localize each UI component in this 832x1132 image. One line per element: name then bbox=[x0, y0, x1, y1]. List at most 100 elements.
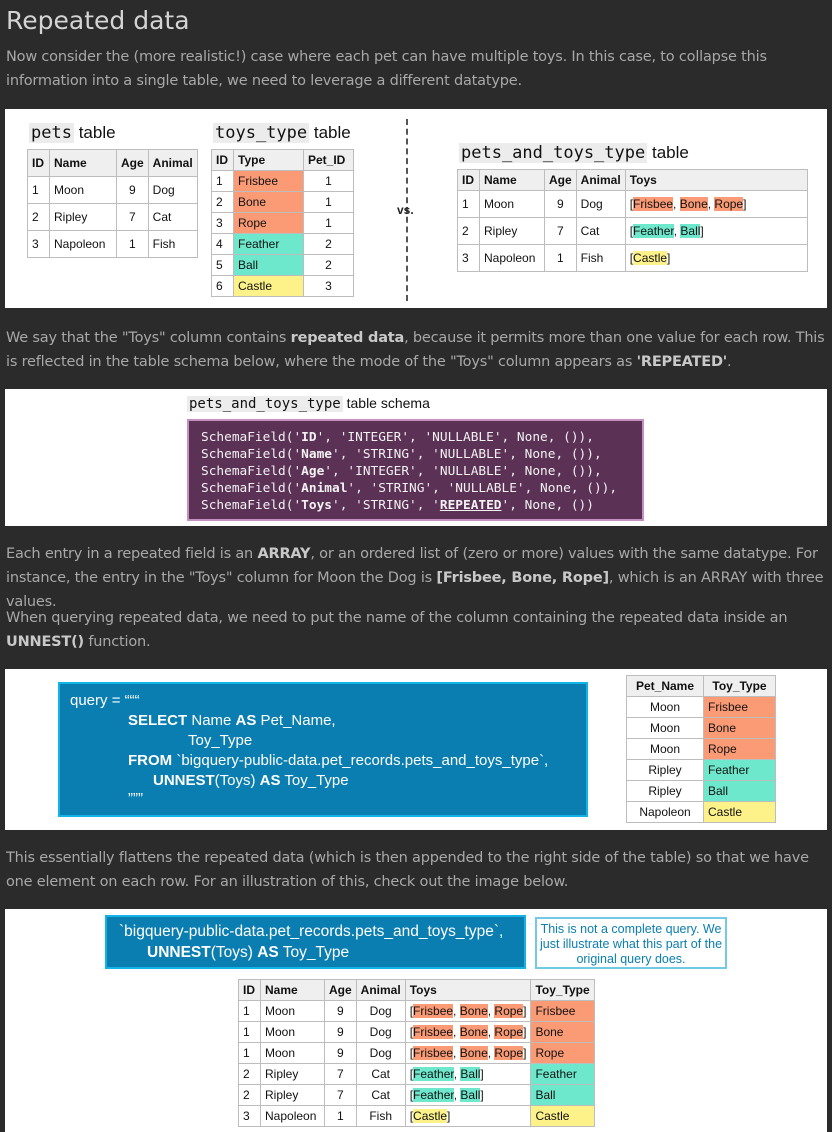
table-cell: Bone bbox=[233, 191, 304, 213]
column-header: Age bbox=[324, 979, 357, 1001]
schema-field-line: SchemaField('ID', 'INTEGER', 'NULLABLE',… bbox=[201, 430, 594, 445]
table-row: 3 Rope 1 bbox=[211, 212, 354, 234]
flattened-table: ID Name Age Animal Toys Toy_Type 1 Moon 9 Dog [Fri… bbox=[238, 979, 595, 1127]
query-line-3: Toy_Type bbox=[188, 732, 253, 749]
table-cell: Moon bbox=[260, 1021, 325, 1043]
table-cell: 1 bbox=[238, 1042, 261, 1064]
table-cell: Cat bbox=[575, 217, 626, 245]
column-header: Pet_ID bbox=[303, 149, 354, 171]
table-row: 1 Moon 9 Dog [Frisbee, Bone, Rope] bbox=[457, 190, 808, 218]
table-cell: Dog bbox=[355, 1021, 406, 1043]
table-cell: Fish bbox=[147, 230, 198, 258]
column-header: Type bbox=[233, 149, 304, 171]
flatten-paragraph: This essentially flattens the repeated d… bbox=[6, 850, 809, 890]
toy-value: Feather bbox=[413, 1088, 454, 1102]
incomplete-query-note: This is not a complete query. We just il… bbox=[535, 917, 727, 969]
table-row: 2 Ripley 7 Cat [Feather, Ball] bbox=[457, 217, 808, 245]
table-row: 1 Moon 9 Dog [Frisbee, Bone, Rope] Bone bbox=[238, 1021, 595, 1043]
array-paragraph: Each entry in a repeated field is an ARR… bbox=[6, 546, 824, 610]
schema-code-block: SchemaField('ID', 'INTEGER', 'NULLABLE',… bbox=[187, 419, 644, 521]
table-row: Moon Rope bbox=[626, 738, 776, 760]
table-cell: Feather bbox=[703, 759, 776, 781]
table-cell: 3 bbox=[303, 275, 354, 297]
column-header: Toy_Type bbox=[530, 979, 595, 1001]
toy-type-cell: Bone bbox=[530, 1021, 595, 1043]
field-mode: NULLABLE bbox=[439, 447, 502, 462]
table-row: 3 Napoleon 1 Fish [Castle] bbox=[457, 244, 808, 272]
table-cell: Ball bbox=[233, 254, 304, 276]
table-cell: 2 bbox=[238, 1063, 261, 1085]
toy-value: Frisbee bbox=[413, 1046, 454, 1060]
table-row: 6 Castle 3 bbox=[211, 275, 354, 297]
table-cell: Fish bbox=[575, 244, 626, 272]
column-header: Name bbox=[479, 169, 545, 191]
table-cell: 1 bbox=[238, 1021, 261, 1043]
result-table-caption: pets_and_toys_type table bbox=[459, 143, 689, 163]
table-cell: Moon bbox=[260, 1042, 325, 1064]
table-cell: 5 bbox=[211, 254, 234, 276]
table-cell: Bone bbox=[703, 717, 776, 739]
query-line-5: UNNEST(Toys) AS Toy_Type bbox=[153, 772, 349, 789]
table-cell: Moon bbox=[626, 696, 704, 718]
toys-array-cell: [Frisbee, Bone, Rope] bbox=[404, 1021, 532, 1043]
table-cell: Moon bbox=[626, 738, 704, 760]
query-result-table: Pet_Name Toy_Type Moon Frisbee Moon Bone Moon R… bbox=[626, 675, 776, 823]
toy-type-cell: Ball bbox=[530, 1084, 595, 1106]
column-header: Pet_Name bbox=[626, 675, 704, 697]
field-name: Name bbox=[301, 447, 332, 462]
table-cell: Napoleon bbox=[260, 1105, 325, 1127]
table-cell: 1 bbox=[303, 191, 354, 213]
table-cell: Moon bbox=[479, 190, 545, 218]
column-header: Name bbox=[260, 979, 325, 1001]
toys-array-cell: [Feather, Ball] bbox=[404, 1063, 532, 1085]
table-cell: Ripley bbox=[260, 1084, 325, 1106]
column-header: Animal bbox=[575, 169, 626, 191]
column-header: ID bbox=[27, 149, 50, 177]
table-cell: Ripley bbox=[479, 217, 545, 245]
table-row: 2 Ripley 7 Cat [Feather, Ball] Feather bbox=[238, 1063, 595, 1085]
table-cell: Ripley bbox=[626, 780, 704, 802]
toys-array-cell: [Frisbee, Bone, Rope] bbox=[404, 1042, 532, 1064]
column-header: ID bbox=[238, 979, 261, 1001]
table-cell: Ripley bbox=[626, 759, 704, 781]
column-header: Age bbox=[544, 169, 577, 191]
table-row: 1 Moon 9 Dog bbox=[27, 176, 198, 204]
table-cell: Fish bbox=[355, 1105, 406, 1127]
table-row: 2 Ripley 7 Cat [Feather, Ball] Ball bbox=[238, 1084, 595, 1106]
schema-figure: pets_and_toys_type table schema SchemaFi… bbox=[5, 389, 827, 526]
table-cell: 1 bbox=[238, 1000, 261, 1022]
divider bbox=[406, 119, 408, 301]
column-header: Toys bbox=[624, 169, 808, 191]
query-line-2: SELECT Name AS Pet_Name, bbox=[128, 712, 336, 729]
table-cell: Feather bbox=[233, 233, 304, 255]
table-cell: 9 bbox=[324, 1000, 357, 1022]
toys-array-cell: [Castle] bbox=[624, 244, 808, 272]
table-cell: 2 bbox=[211, 191, 234, 213]
tables-figure: pets table ID Name Age Animal 1 Moon 9 Dog 2 Ripl… bbox=[5, 109, 827, 308]
table-cell: 3 bbox=[211, 212, 234, 234]
table-row: 1 Moon 9 Dog [Frisbee, Bone, Rope] Rope bbox=[238, 1042, 595, 1064]
column-header: ID bbox=[211, 149, 234, 171]
table-cell: 1 bbox=[324, 1105, 357, 1127]
schema-caption: pets_and_toys_type table schema bbox=[187, 395, 430, 412]
schema-field-line: SchemaField('Age', 'INTEGER', 'NULLABLE'… bbox=[201, 464, 602, 479]
toy-value: Feather bbox=[633, 224, 674, 238]
table-cell: Moon bbox=[260, 1000, 325, 1022]
toy-type-cell: Feather bbox=[530, 1063, 595, 1085]
repeated-data-paragraph: We say that the "Toys" column contains r… bbox=[6, 330, 825, 370]
table-cell: Castle bbox=[703, 801, 776, 823]
toy-type-cell: Rope bbox=[530, 1042, 595, 1064]
table-cell: 2 bbox=[457, 217, 480, 245]
table-cell: Napoleon bbox=[479, 244, 545, 272]
toys-array-cell: [Frisbee, Bone, Rope] bbox=[624, 190, 808, 218]
table-cell: Dog bbox=[355, 1042, 406, 1064]
toys-array-cell: [Feather, Ball] bbox=[624, 217, 808, 245]
toys-array-cell: [Frisbee, Bone, Rope] bbox=[404, 1000, 532, 1022]
intro-paragraph: Now consider the (more realistic!) case … bbox=[6, 49, 767, 89]
toy-value: Bone bbox=[679, 197, 708, 211]
unnest-illustration: `bigquery-public-data.pet_records.pets_a… bbox=[5, 909, 827, 1132]
table-cell: 2 bbox=[303, 254, 354, 276]
query-code-block: query = “““ SELECT Name AS Pet_Name, Toy… bbox=[58, 682, 588, 817]
table-cell: Napoleon bbox=[49, 230, 117, 258]
toy-value: Rope bbox=[494, 1046, 524, 1060]
